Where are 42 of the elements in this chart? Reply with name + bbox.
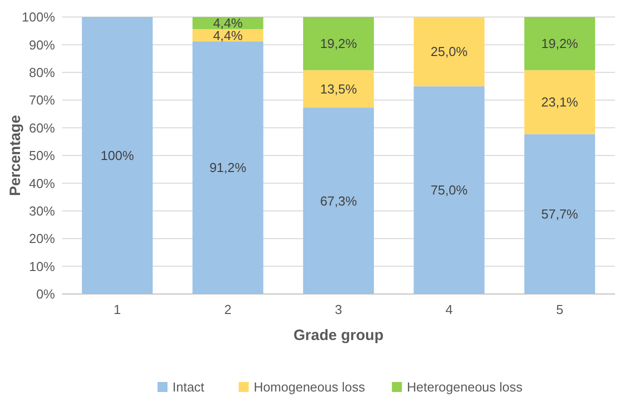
y-tick-label: 30% (28, 203, 56, 218)
y-tick-label: 10% (28, 258, 56, 274)
bar (414, 86, 484, 294)
y-tick-label: 60% (28, 120, 56, 136)
x-tick-label: 3 (334, 302, 342, 317)
y-axis-title: Percentage (7, 115, 24, 196)
legend-label: Heterogeneous loss (406, 380, 524, 395)
bar (524, 134, 596, 294)
bar (82, 17, 153, 294)
data-label: 57,7% (541, 206, 579, 222)
bar (192, 29, 264, 42)
y-tick-label: 80% (28, 64, 56, 80)
data-label: 67,3% (320, 193, 358, 208)
bar (303, 17, 374, 70)
bar (192, 41, 264, 294)
y-tick-label: 50% (28, 148, 56, 164)
y-tick-label: 20% (28, 231, 56, 246)
y-tick-label: 70% (28, 92, 56, 108)
bar (524, 17, 596, 70)
legend-label: Intact (172, 380, 205, 395)
y-tick-label: 40% (28, 176, 56, 191)
data-label: 19,2% (320, 36, 358, 52)
data-label: 23,1% (541, 94, 579, 110)
y-tick-label: 0% (36, 286, 56, 302)
data-label: 100% (100, 148, 134, 164)
bar (524, 70, 596, 134)
y-tick-label: 90% (28, 37, 56, 52)
bar (303, 70, 374, 108)
x-axis-title: Grade group (293, 327, 384, 344)
data-label: 19,2% (541, 36, 579, 52)
x-tick-label: 5 (556, 302, 564, 317)
bar (414, 17, 484, 86)
data-label: 91,2% (209, 160, 247, 176)
data-label: 75,0% (430, 182, 468, 198)
data-label: 13,5% (320, 81, 358, 96)
bar (303, 108, 374, 294)
data-label: 25,0% (430, 44, 468, 60)
y-tick-label: 100% (22, 10, 56, 25)
x-tick-label: 4 (445, 302, 453, 317)
x-tick-label: 1 (114, 302, 121, 317)
legend-label: Homogeneous loss (254, 380, 366, 395)
x-tick-label: 2 (224, 302, 232, 317)
